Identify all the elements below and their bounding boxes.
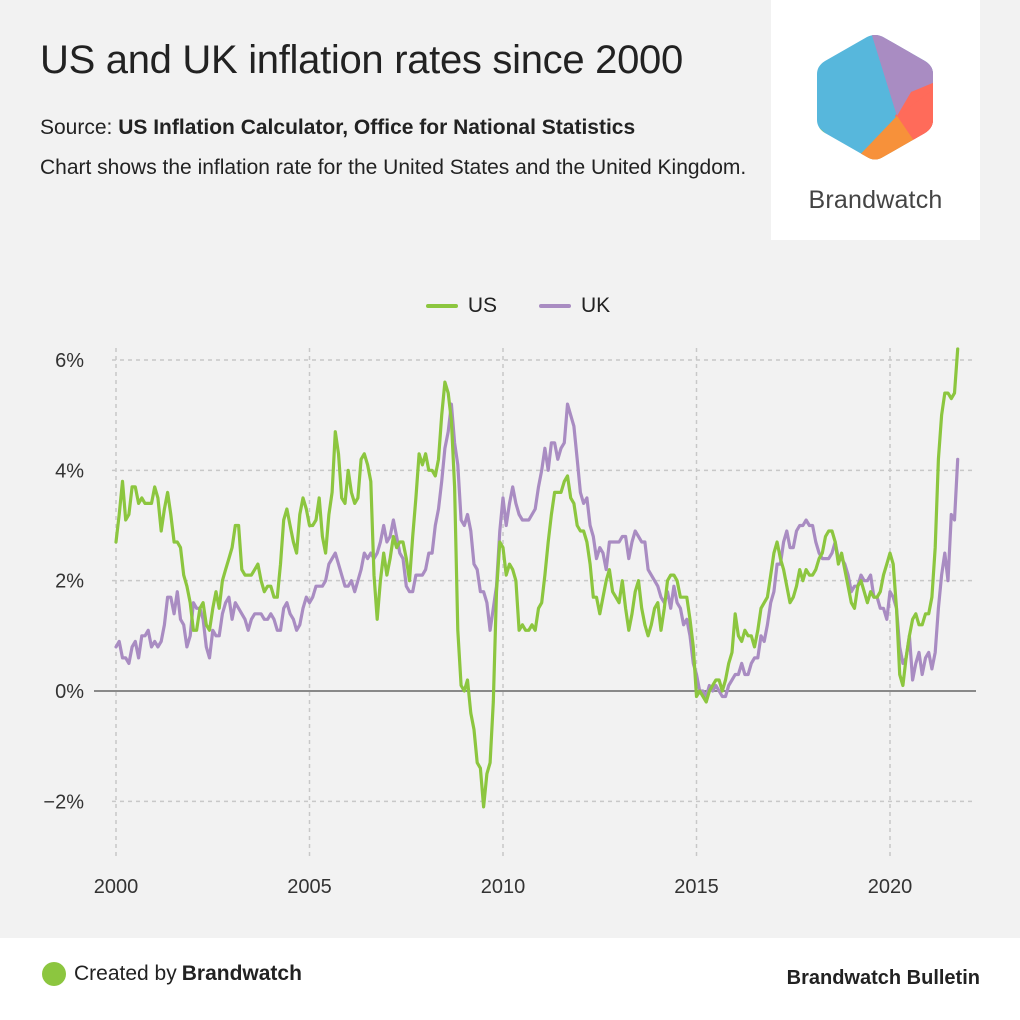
chart-legend: US UK: [0, 294, 1020, 318]
created-by-brand: Brandwatch: [181, 962, 302, 985]
x-tick-label: 2005: [287, 876, 332, 898]
series-lines: [114, 347, 960, 809]
brandwatch-hexagon-logo-icon: [817, 35, 933, 160]
chart-title: US and UK inflation rates since 2000: [40, 38, 683, 82]
brand-dot-icon: [42, 962, 66, 986]
line-chart: −2% 0% 2% 4% 6% 2000 2005 2010 2015 2020: [43, 347, 976, 898]
legend-item-uk[interactable]: UK: [539, 294, 610, 318]
y-tick-label: −2%: [43, 791, 84, 813]
y-tick-label: 0%: [55, 681, 84, 703]
source-value: US Inflation Calculator, Office for Nati…: [118, 116, 636, 139]
logo-wordmark: Brandwatch: [808, 186, 943, 214]
source-label: Source:: [40, 116, 113, 139]
chart-description: Chart shows the inflation rate for the U…: [40, 156, 747, 179]
x-tick-label: 2015: [674, 876, 719, 898]
axes: −2% 0% 2% 4% 6% 2000 2005 2010 2015 2020: [43, 350, 976, 898]
footer-credit: Created by Brandwatch: [42, 962, 302, 986]
series-line-us: [114, 347, 960, 809]
footer-publication: Brandwatch Bulletin: [786, 967, 980, 989]
y-tick-label: 2%: [55, 571, 84, 593]
grid: [112, 348, 976, 858]
legend-label-uk: UK: [581, 294, 611, 317]
legend-label-us: US: [467, 294, 497, 317]
created-by-label: Created by: [74, 962, 177, 985]
chart-source: Source: US Inflation Calculator, Office …: [40, 116, 635, 140]
legend-item-us[interactable]: US: [425, 294, 497, 318]
legend-swatch-us: [425, 304, 458, 308]
legend-swatch-uk: [539, 304, 571, 308]
brand-logo: Brandwatch: [771, 0, 980, 240]
y-tick-label: 6%: [55, 350, 84, 372]
footer: Created by Brandwatch Brandwatch Bulleti…: [0, 938, 1020, 1020]
y-tick-label: 4%: [55, 460, 84, 482]
x-tick-label: 2010: [481, 876, 526, 898]
x-tick-label: 2000: [94, 876, 139, 898]
x-tick-label: 2020: [868, 876, 913, 898]
series-line-uk: [114, 402, 960, 699]
